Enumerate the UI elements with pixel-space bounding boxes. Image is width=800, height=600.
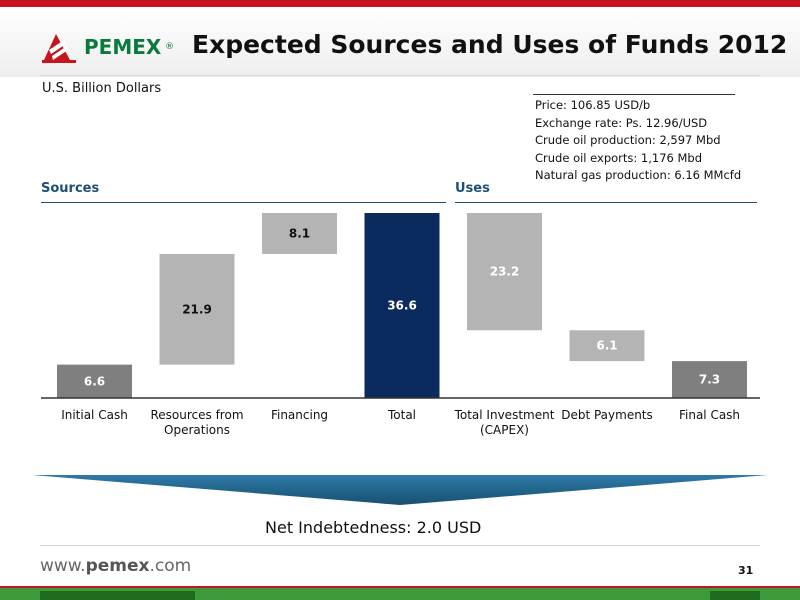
url-prefix: www. <box>40 556 86 576</box>
bar-value-label-4: 36.6 <box>387 299 417 313</box>
assumption-exchange-rate: Exchange rate: Ps. 12.96/USD <box>535 115 708 130</box>
bar-3 <box>262 213 337 254</box>
summary-banner-arrow <box>32 475 768 505</box>
uses-heading: Uses <box>455 181 490 196</box>
uses-divider <box>455 202 757 203</box>
bar-1 <box>57 364 132 398</box>
footer-divider <box>40 545 760 546</box>
sources-divider <box>41 202 446 203</box>
category-label-5-line-2: (CAPEX) <box>480 423 529 437</box>
category-label-3: Financing <box>271 408 328 422</box>
assumption-gas-production: Natural gas production: 6.16 MMcfd <box>535 168 742 182</box>
page-number: 31 <box>738 564 754 577</box>
bar-7 <box>672 361 747 398</box>
assumptions-divider <box>533 94 735 95</box>
bar-value-label-1: 6.6 <box>84 374 105 388</box>
bar-4 <box>364 213 440 398</box>
category-label-5-line-1: Total Investment <box>454 408 555 422</box>
bar-value-label-2: 21.9 <box>182 302 212 316</box>
assumption-crude-production: Crude oil production: 2,597 Mbd <box>535 133 721 147</box>
bar-value-label-5: 23.2 <box>490 265 520 279</box>
assumption-crude-exports: Crude oil exports: 1,176 Mbd <box>535 150 703 165</box>
url-brand: pemex <box>85 556 150 576</box>
registered-mark: ® <box>165 42 174 52</box>
bar-value-label-3: 8.1 <box>289 226 310 240</box>
sources-heading: Sources <box>41 181 100 196</box>
bar-6 <box>569 330 645 362</box>
bottom-dark-green-block-right <box>710 591 760 600</box>
category-label-2-line-1: Resources from <box>150 408 243 422</box>
website-link[interactable]: www.pemex.com <box>40 556 191 576</box>
units-label: U.S. Billion Dollars <box>42 81 162 96</box>
top-red-bar <box>0 0 800 7</box>
bar-5 <box>467 213 542 331</box>
bottom-dark-green-block-left <box>40 591 195 600</box>
bottom-red-strip <box>0 586 800 588</box>
category-label-2-line-2: Operations <box>164 423 230 437</box>
page-title: Expected Sources and Uses of Funds 2012 <box>192 30 788 59</box>
bar-value-label-7: 7.3 <box>699 373 720 387</box>
category-label-4: Total <box>387 408 416 422</box>
bar-2 <box>159 253 235 365</box>
net-indebtedness-text: Net Indebtedness: 2.0 USD <box>265 518 482 537</box>
sources-uses-chart: 6.6 Initial Cash 21.9 Resources fromOperati… <box>41 213 760 437</box>
pemex-logo-icon <box>42 34 76 63</box>
header-background <box>0 7 800 77</box>
assumptions-list: Price: 106.85 USD/b Exchange rate: Ps. 1… <box>535 97 741 185</box>
bar-value-label-6: 6.1 <box>596 339 617 353</box>
brand-name: PEMEX <box>84 35 162 59</box>
category-label-7: Final Cash <box>679 408 740 422</box>
category-label-6: Debt Payments <box>561 408 653 422</box>
category-label-1: Initial Cash <box>61 408 128 422</box>
assumption-price: Price: 106.85 USD/b <box>535 98 651 112</box>
header-divider <box>40 75 760 76</box>
bottom-green-bar <box>0 588 800 600</box>
url-suffix: .com <box>149 556 192 576</box>
